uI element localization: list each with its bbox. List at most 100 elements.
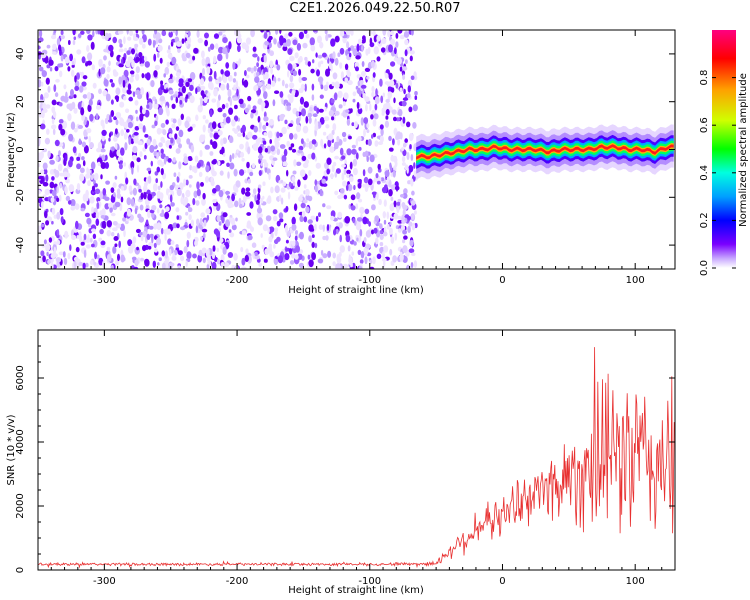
- noise-speck: [343, 167, 347, 176]
- noise-speck: [261, 105, 264, 112]
- noise-speck: [137, 140, 143, 146]
- noise-speck: [109, 114, 112, 123]
- noise-speck: [314, 184, 318, 193]
- noise-speck: [114, 142, 118, 150]
- noise-speck: [332, 72, 338, 80]
- noise-speck: [175, 72, 181, 77]
- noise-speck: [270, 67, 273, 75]
- noise-speck: [176, 137, 181, 145]
- noise-speck: [216, 215, 221, 222]
- noise-speck: [58, 150, 61, 157]
- noise-speck: [395, 41, 399, 48]
- noise-speck: [227, 74, 233, 82]
- noise-speck: [388, 227, 393, 235]
- noise-speck: [382, 211, 386, 219]
- noise-speck: [311, 152, 316, 160]
- noise-speck: [65, 178, 70, 184]
- noise-speck: [252, 105, 257, 111]
- y-tick-label: 2000: [15, 493, 26, 518]
- noise-speck: [370, 229, 375, 235]
- noise-speck: [168, 262, 175, 267]
- noise-speck: [141, 73, 145, 79]
- noise-speck: [186, 138, 191, 145]
- noise-speck: [55, 257, 62, 263]
- noise-speck: [68, 159, 73, 168]
- noise-speck: [134, 126, 140, 131]
- noise-speck: [139, 55, 143, 65]
- noise-speck: [322, 224, 325, 232]
- noise-speck: [179, 99, 183, 105]
- noise-speck: [87, 34, 93, 41]
- noise-speck: [333, 228, 337, 236]
- noise-speck: [87, 234, 90, 241]
- noise-speck: [243, 79, 249, 88]
- noise-speck: [399, 66, 403, 72]
- noise-speck: [275, 141, 280, 148]
- noise-speck: [409, 144, 412, 150]
- noise-speck: [244, 191, 251, 197]
- noise-speck: [357, 178, 362, 183]
- noise-speck: [160, 136, 165, 143]
- noise-speck: [403, 31, 410, 38]
- noise-speck: [293, 203, 298, 211]
- noise-speck: [337, 211, 343, 219]
- noise-speck: [175, 126, 180, 131]
- noise-speck: [363, 38, 366, 43]
- noise-speck: [231, 153, 235, 160]
- noise-speck: [200, 98, 203, 107]
- noise-speck: [76, 235, 80, 239]
- noise-speck: [264, 40, 269, 46]
- noise-speck: [123, 69, 129, 78]
- noise-speck: [120, 147, 125, 156]
- noise-speck: [372, 132, 376, 138]
- noise-speck: [185, 52, 191, 59]
- noise-speck: [342, 263, 349, 269]
- noise-speck: [80, 30, 85, 35]
- noise-speck: [81, 56, 86, 64]
- noise-speck: [136, 157, 141, 163]
- noise-speck: [139, 105, 143, 114]
- noise-speck: [51, 34, 57, 40]
- noise-speck: [135, 30, 139, 34]
- noise-speck: [240, 127, 244, 133]
- noise-speck: [363, 117, 369, 124]
- noise-speck: [295, 117, 300, 126]
- noise-speck: [223, 152, 226, 157]
- noise-speck: [117, 253, 120, 262]
- noise-speck: [79, 173, 85, 182]
- noise-speck: [298, 196, 303, 202]
- noise-speck: [152, 138, 157, 147]
- noise-speck: [202, 68, 205, 76]
- noise-speck: [61, 120, 68, 129]
- noise-speck: [349, 266, 355, 269]
- noise-speck: [72, 39, 76, 46]
- noise-speck: [344, 77, 349, 83]
- noise-speck: [136, 164, 140, 173]
- noise-speck: [135, 56, 141, 62]
- noise-speck: [60, 216, 64, 224]
- noise-speck: [103, 55, 107, 61]
- noise-speck: [279, 91, 284, 98]
- noise-speck: [285, 205, 289, 212]
- noise-speck: [344, 63, 349, 70]
- noise-speck: [393, 213, 399, 220]
- noise-speck: [292, 39, 298, 46]
- noise-speck: [58, 251, 64, 256]
- noise-speck: [236, 88, 239, 97]
- noise-speck: [295, 124, 302, 133]
- noise-speck: [392, 169, 396, 178]
- noise-speck: [170, 95, 174, 101]
- noise-speck: [253, 125, 258, 133]
- noise-speck: [133, 33, 137, 41]
- noise-speck: [151, 191, 156, 197]
- noise-speck: [224, 70, 231, 77]
- noise-speck: [154, 248, 158, 253]
- noise-speck: [130, 198, 135, 207]
- noise-speck: [194, 155, 199, 163]
- noise-speck: [358, 265, 363, 269]
- noise-speck: [182, 201, 187, 206]
- noise-speck: [319, 188, 323, 197]
- noise-speck: [389, 248, 393, 256]
- noise-speck: [349, 52, 352, 58]
- noise-speck: [359, 259, 364, 264]
